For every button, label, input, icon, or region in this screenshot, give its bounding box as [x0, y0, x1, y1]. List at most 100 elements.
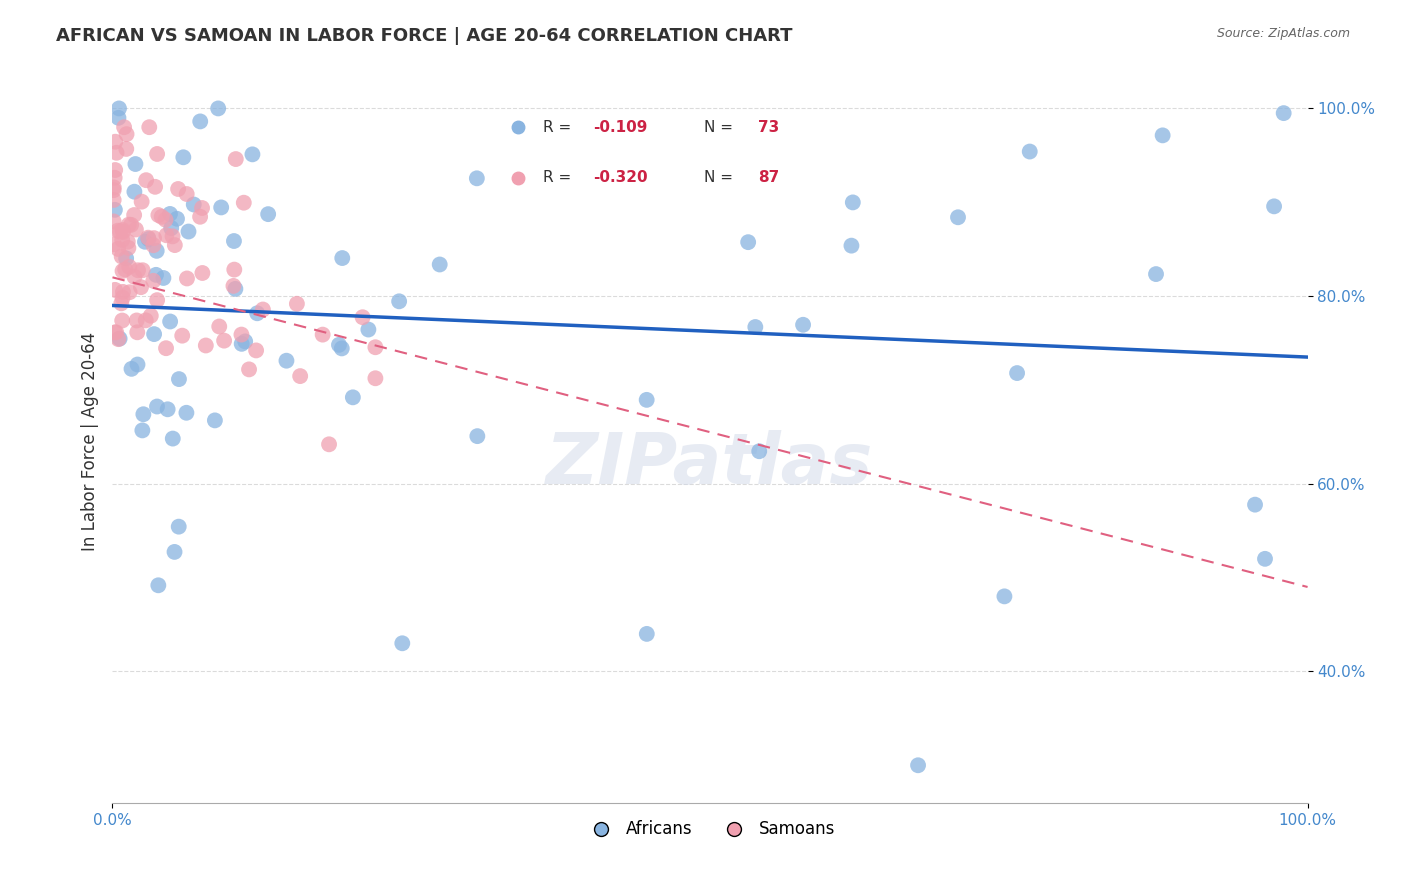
- Point: [163, 545, 186, 559]
- Point: [364, 340, 387, 354]
- Point: [118, 218, 141, 232]
- Point: [124, 269, 146, 284]
- Point: [841, 238, 863, 252]
- Point: [131, 263, 153, 277]
- Point: [125, 222, 148, 236]
- Point: [146, 147, 169, 161]
- Point: [176, 271, 198, 285]
- Point: [352, 310, 374, 325]
- Point: [1018, 145, 1040, 159]
- Point: [125, 313, 148, 327]
- Point: [138, 120, 160, 135]
- Point: [143, 231, 166, 245]
- Point: [467, 429, 489, 443]
- Point: [104, 163, 127, 178]
- Point: [242, 147, 264, 161]
- Point: [150, 210, 173, 224]
- Point: [111, 313, 134, 327]
- Point: [166, 211, 188, 226]
- Point: [115, 127, 138, 141]
- Point: [907, 758, 929, 772]
- Point: [191, 266, 214, 280]
- Point: [1005, 366, 1028, 380]
- Point: [148, 208, 170, 222]
- Point: [115, 142, 138, 156]
- Point: [117, 241, 139, 255]
- Point: [191, 201, 214, 215]
- Point: [104, 202, 127, 217]
- Point: [238, 362, 260, 376]
- Point: [111, 264, 134, 278]
- Point: [330, 342, 353, 356]
- Point: [131, 424, 153, 438]
- Point: [225, 152, 247, 166]
- Point: [105, 145, 128, 160]
- Point: [121, 362, 143, 376]
- Point: [233, 334, 256, 349]
- Point: [288, 369, 311, 384]
- Point: [124, 185, 146, 199]
- Point: [330, 251, 353, 265]
- Point: [148, 578, 170, 592]
- Point: [224, 282, 246, 296]
- Point: [176, 186, 198, 201]
- Point: [209, 201, 232, 215]
- Text: ZIPatlas: ZIPatlas: [547, 431, 873, 500]
- Point: [172, 328, 194, 343]
- Text: Source: ZipAtlas.com: Source: ZipAtlas.com: [1216, 27, 1350, 40]
- Point: [252, 302, 274, 317]
- Point: [143, 179, 166, 194]
- Point: [231, 336, 253, 351]
- Point: [155, 228, 177, 243]
- Point: [357, 322, 380, 336]
- Point: [111, 285, 134, 299]
- Point: [105, 326, 128, 340]
- Point: [429, 258, 451, 272]
- Point: [232, 195, 254, 210]
- Point: [111, 291, 134, 305]
- Point: [328, 338, 350, 352]
- Point: [104, 135, 127, 149]
- Point: [135, 173, 157, 187]
- Point: [118, 285, 141, 300]
- Point: [152, 271, 174, 285]
- Point: [159, 207, 181, 221]
- Point: [118, 260, 141, 274]
- Point: [115, 252, 138, 266]
- Point: [139, 309, 162, 323]
- Point: [465, 171, 488, 186]
- Point: [146, 293, 169, 307]
- Point: [117, 235, 139, 249]
- Point: [103, 214, 125, 228]
- Point: [127, 358, 149, 372]
- Point: [636, 392, 658, 407]
- Point: [155, 341, 177, 355]
- Point: [162, 432, 184, 446]
- Point: [110, 296, 132, 310]
- Point: [1244, 498, 1267, 512]
- Point: [103, 180, 125, 194]
- Point: [146, 400, 169, 414]
- Point: [135, 313, 157, 327]
- Point: [111, 223, 134, 237]
- Y-axis label: In Labor Force | Age 20-64: In Labor Force | Age 20-64: [80, 332, 98, 551]
- Point: [160, 221, 183, 235]
- Point: [172, 150, 194, 164]
- Point: [224, 262, 246, 277]
- Point: [246, 306, 269, 320]
- Point: [222, 279, 245, 293]
- Point: [276, 353, 298, 368]
- Point: [222, 234, 245, 248]
- Point: [111, 233, 134, 247]
- Point: [946, 211, 969, 225]
- Point: [155, 212, 177, 227]
- Point: [364, 371, 387, 385]
- Point: [103, 183, 125, 197]
- Point: [285, 297, 308, 311]
- Point: [636, 627, 658, 641]
- Point: [162, 229, 184, 244]
- Point: [737, 235, 759, 249]
- Point: [311, 327, 333, 342]
- Point: [257, 207, 280, 221]
- Point: [212, 334, 235, 348]
